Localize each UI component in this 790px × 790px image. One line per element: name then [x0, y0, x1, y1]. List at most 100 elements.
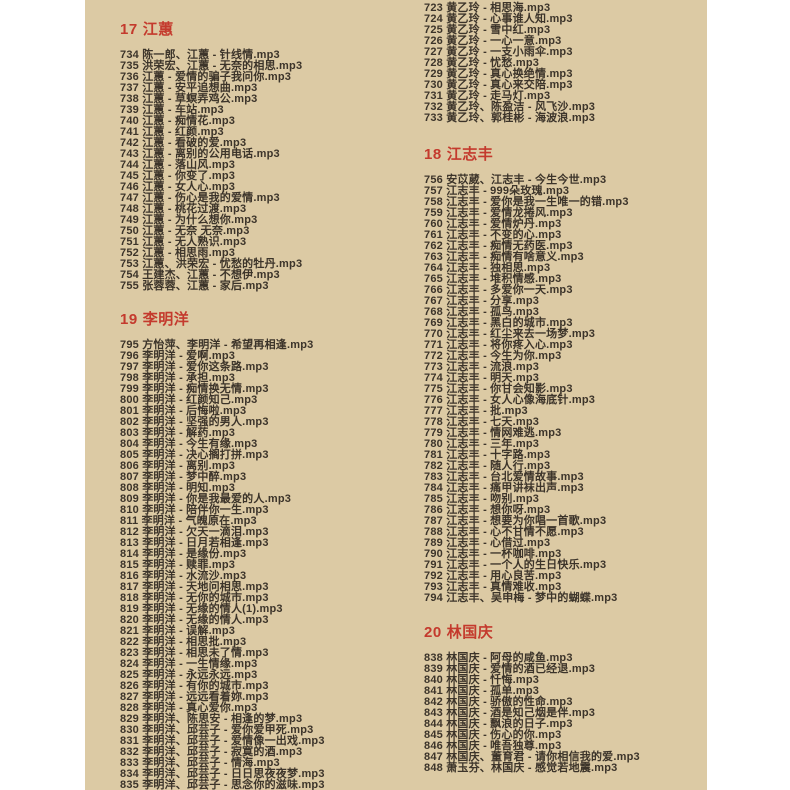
- section-jiang-hui: 17 江蕙 734 陈一郎、江蕙 - 针线情.mp3 735 洪荣宏、江蕙 - 无奈…: [120, 20, 302, 292]
- section-jiang-zhifeng: 18 江志丰 756 安苡葳、江志丰 - 今生今世.mp3 757 江志丰 - 99…: [424, 145, 629, 604]
- song-row: 780 江志丰 - 三年.mp3: [424, 438, 540, 450]
- song-row: 772 江志丰 - 今生为你.mp3: [424, 350, 562, 362]
- song-row: 773 江志丰 - 流浪.mp3: [424, 361, 540, 373]
- song-row: 764 江志丰 - 独相思.mp3: [424, 262, 551, 274]
- song-row: 844 林国庆 - 飘浪的日子.mp3: [424, 718, 573, 730]
- song-row: 806 李明洋 - 离别.mp3: [120, 460, 236, 472]
- song-row: 731 黄乙玲 - 走马灯.mp3: [424, 90, 551, 102]
- song-row: 796 李明洋 - 爱啊.mp3: [120, 350, 236, 362]
- song-row: 804 李明洋 - 今生有缘.mp3: [120, 438, 258, 450]
- song-row: 785 江志丰 - 吻别.mp3: [424, 493, 540, 505]
- song-row: 841 林国庆 - 孤单.mp3: [424, 685, 540, 697]
- song-row: 826 李明洋 - 有你的城市.mp3: [120, 680, 269, 692]
- song-row: 847 林国庆、董育君 - 请你相信我的爱.mp3: [424, 751, 640, 763]
- song-row: 811 李明洋 - 气魄原在.mp3: [120, 515, 257, 527]
- song-row: 824 李明洋 - 一生情缘.mp3: [120, 658, 258, 670]
- song-row: 747 江蕙 - 伤心是我的爱情.mp3: [120, 192, 280, 204]
- song-row: 733 黄乙玲、郭桂彬 - 海波浪.mp3: [424, 112, 596, 124]
- section-number: 17: [120, 21, 138, 38]
- song-row: 725 黄乙玲 - 雪中红.mp3: [424, 24, 551, 36]
- song-row: 771 江志丰 - 将你疼入心.mp3: [424, 339, 573, 351]
- song-row: 775 江志丰 - 你甘会知影.mp3: [424, 383, 573, 395]
- song-row: 842 林国庆 - 骄傲的性命.mp3: [424, 696, 573, 708]
- song-row: 788 江志丰 - 心不甘情不愿.mp3: [424, 526, 584, 538]
- song-row: 769 江志丰 - 黑白的城市.mp3: [424, 317, 573, 329]
- song-row: 782 江志丰 - 随人行.mp3: [424, 460, 551, 472]
- song-row: 752 江蕙 - 相思雨.mp3: [120, 247, 236, 259]
- song-row: 761 江志丰 - 不变的心.mp3: [424, 229, 562, 241]
- song-row: 827 李明洋 - 远远看着妳.mp3: [120, 691, 269, 703]
- song-row: 807 李明洋 - 梦中醉.mp3: [120, 471, 247, 483]
- song-row: 793 江志丰 - 真情难收.mp3: [424, 581, 562, 593]
- song-row: 744 江蕙 - 落山风.mp3: [120, 159, 236, 171]
- song-row: 820 李明洋 - 无缘的情人.mp3: [120, 614, 269, 626]
- section-artist: 林国庆: [446, 624, 494, 641]
- song-row: 783 江志丰 - 台北爱情故事.mp3: [424, 471, 584, 483]
- song-row: 848 萧玉芬、林国庆 - 感觉若地震.mp3: [424, 762, 618, 774]
- song-row: 831 李明洋、邱芸子 - 爱情像一出戏.mp3: [120, 735, 325, 747]
- song-row: 724 黄乙玲 - 心事谁人知.mp3: [424, 13, 573, 25]
- song-row: 840 林国庆 - 忏悔.mp3: [424, 674, 540, 686]
- song-rows: 723 黄乙玲 - 相思海.mp3 724 黄乙玲 - 心事谁人知.mp3 725 …: [424, 3, 595, 124]
- section-number: 19: [120, 311, 138, 328]
- song-row: 784 江志丰 - 痛甲讲袜出声.mp3: [424, 482, 584, 494]
- section-header: 17 江蕙: [120, 20, 302, 40]
- song-row: 748 江蕙 - 桃花过渡.mp3: [120, 203, 247, 215]
- song-row: 738 江蕙 - 草螟弄鸡公.mp3: [120, 93, 258, 105]
- song-row: 825 李明洋 - 永远永远.mp3: [120, 669, 258, 681]
- song-rows: 756 安苡葳、江志丰 - 今生今世.mp3 757 江志丰 - 999朵玫瑰.m…: [424, 175, 629, 604]
- song-row: 737 江蕙 - 安平追想曲.mp3: [120, 82, 258, 94]
- song-row: 779 江志丰 - 情网难逃.mp3: [424, 427, 562, 439]
- song-row: 765 江志丰 - 堆积情感.mp3: [424, 273, 562, 285]
- song-row: 739 江蕙 - 车站.mp3: [120, 104, 224, 116]
- song-row: 832 李明洋、邱芸子 - 寂寞的酒.mp3: [120, 746, 303, 758]
- song-row: 830 李明洋、邱芸子 - 爱你爱甲死.mp3: [120, 724, 314, 736]
- song-row: 743 江蕙 - 离别的公用电话.mp3: [120, 148, 280, 160]
- song-row: 745 江蕙 - 你变了.mp3: [120, 170, 236, 182]
- song-row: 839 林国庆 - 爱情的酒已经退.mp3: [424, 663, 596, 675]
- song-row: 817 李明洋 - 天地问相思.mp3: [120, 581, 269, 593]
- song-row: 727 黄乙玲 - 一支小雨伞.mp3: [424, 46, 573, 58]
- song-row: 768 江志丰 - 孤鸟.mp3: [424, 306, 540, 318]
- song-row: 834 李明洋、邱芸子 - 日日思夜夜梦.mp3: [120, 768, 325, 780]
- section-artist: 李明洋: [142, 311, 190, 328]
- song-row: 794 江志丰、吴申梅 - 梦中的蝴蝶.mp3: [424, 592, 618, 604]
- song-row: 723 黄乙玲 - 相思海.mp3: [424, 2, 551, 14]
- song-row: 759 江志丰 - 爱情龙捲风.mp3: [424, 207, 573, 219]
- song-row: 814 李明洋 - 是缘份.mp3: [120, 548, 247, 560]
- section-huang-yiling-continued: 723 黄乙玲 - 相思海.mp3 724 黄乙玲 - 心事谁人知.mp3 725 …: [424, 3, 595, 124]
- song-row: 726 黄乙玲 - 一心一意.mp3: [424, 35, 562, 47]
- song-row: 821 李明洋 - 误解.mp3: [120, 625, 236, 637]
- song-row: 803 李明洋 - 解药.mp3: [120, 427, 236, 439]
- song-row: 750 江蕙 - 无奈 无奈.mp3: [120, 225, 250, 237]
- song-row: 815 李明洋 - 赎罪.mp3: [120, 559, 236, 571]
- song-row: 766 江志丰 - 多爱你一天.mp3: [424, 284, 573, 296]
- song-row: 846 林国庆 - 唯吾独尊.mp3: [424, 740, 562, 752]
- song-row: 777 江志丰 - 批.mp3: [424, 405, 528, 417]
- song-row: 828 李明洋 - 真心爱你.mp3: [120, 702, 258, 714]
- song-row: 798 李明洋 - 承担.mp3: [120, 372, 236, 384]
- song-row: 787 江志丰 - 想要为你唱一首歌.mp3: [424, 515, 607, 527]
- section-artist: 江志丰: [446, 146, 494, 163]
- song-row: 809 李明洋 - 你是我最爱的人.mp3: [120, 493, 292, 505]
- song-row: 812 李明洋 - 欠天一滴泪.mp3: [120, 526, 269, 538]
- song-row: 728 黄乙玲 - 忧愁.mp3: [424, 57, 540, 69]
- song-row: 763 江志丰 - 痴情有啥意义.mp3: [424, 251, 584, 263]
- song-row: 754 王建杰、江蕙 - 不想伊.mp3: [120, 269, 280, 281]
- song-row: 816 李明洋 - 水流沙.mp3: [120, 570, 247, 582]
- song-row: 734 陈一郎、江蕙 - 针线情.mp3: [120, 49, 280, 61]
- song-rows: 838 林国庆 - 阿母的咸鱼.mp3 839 林国庆 - 爱情的酒已经退.mp3…: [424, 653, 640, 774]
- song-row: 838 林国庆 - 阿母的咸鱼.mp3: [424, 652, 573, 664]
- song-row: 757 江志丰 - 999朵玫瑰.mp3: [424, 185, 570, 197]
- song-row: 808 李明洋 - 明知.mp3: [120, 482, 236, 494]
- song-row: 755 张蓉蓉、江蕙 - 家后.mp3: [120, 280, 269, 292]
- song-row: 845 林国庆 - 伤心的你.mp3: [424, 729, 562, 741]
- song-row: 791 江志丰 - 一个人的生日快乐.mp3: [424, 559, 607, 571]
- song-row: 829 李明洋、陈思安 - 相逢的梦.mp3: [120, 713, 303, 725]
- song-row: 736 江蕙 - 爱情的骗子我问你.mp3: [120, 71, 292, 83]
- section-header: 18 江志丰: [424, 145, 629, 165]
- song-row: 741 江蕙 - 红颜.mp3: [120, 126, 224, 138]
- song-row: 800 李明洋 - 红颜知己.mp3: [120, 394, 258, 406]
- song-row: 810 李明洋 - 陪伴你一生.mp3: [120, 504, 269, 516]
- song-row: 795 方怡萍、李明洋 - 希望再相逢.mp3: [120, 339, 314, 351]
